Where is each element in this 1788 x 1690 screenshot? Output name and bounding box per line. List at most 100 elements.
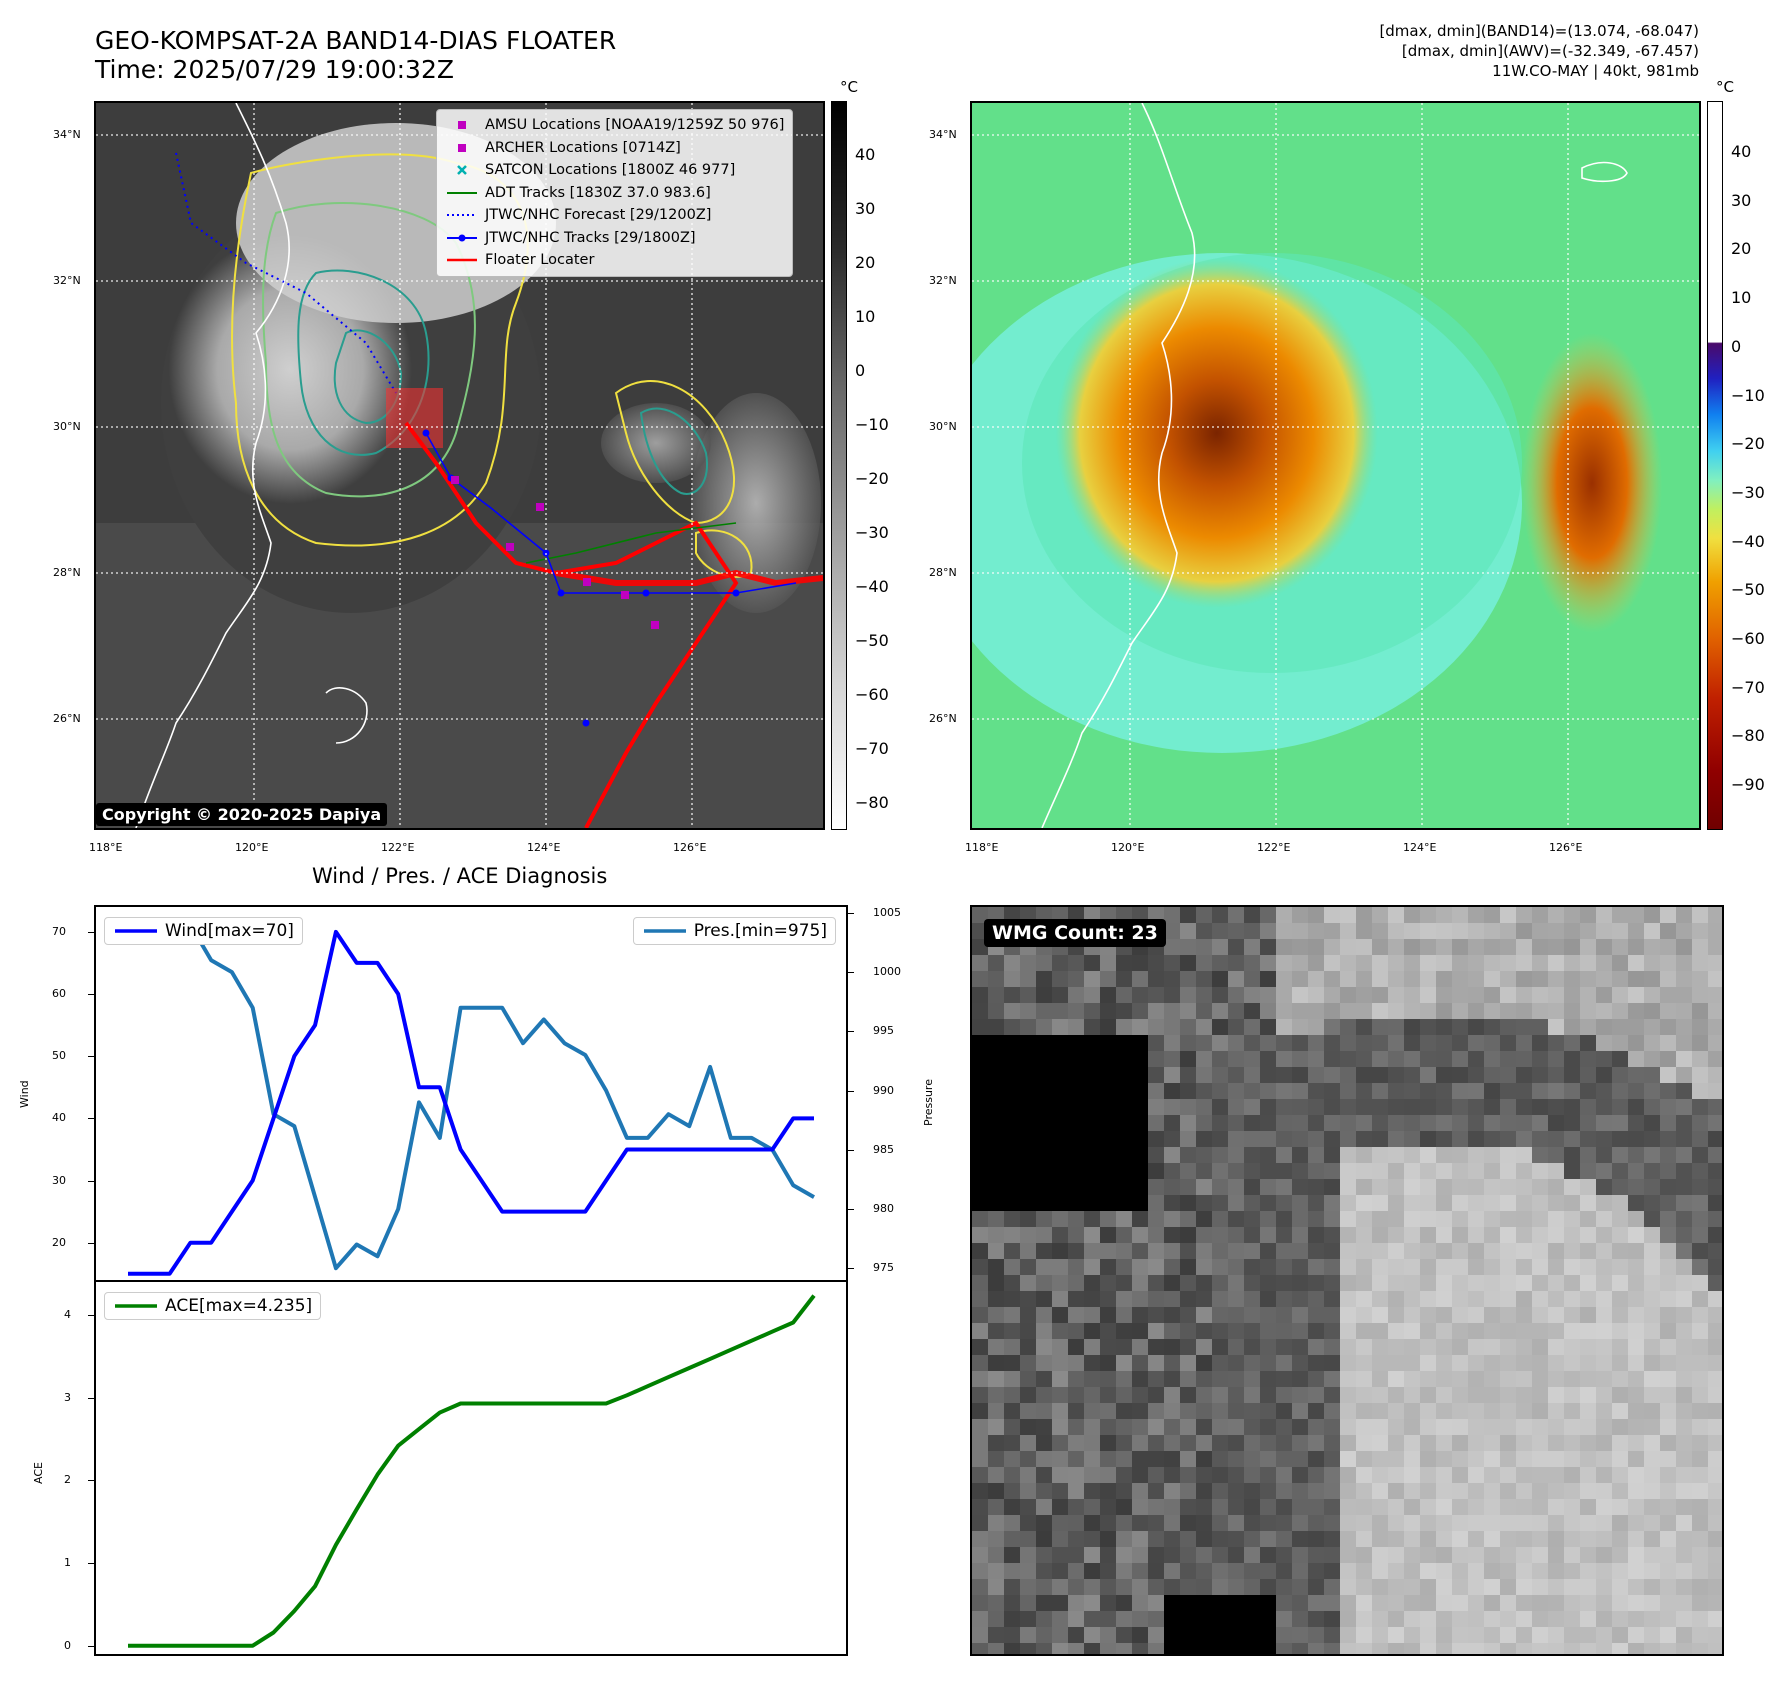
wmg-pixel xyxy=(1452,1115,1468,1131)
wmg-pixel xyxy=(1452,1515,1468,1531)
wmg-pixel xyxy=(1260,1531,1276,1547)
wmg-pixel xyxy=(1260,1595,1276,1611)
wmg-pixel xyxy=(1004,1531,1020,1547)
wmg-pixel xyxy=(1116,1547,1132,1563)
wmg-pixel xyxy=(1004,1515,1020,1531)
wmg-pixel xyxy=(1436,1595,1452,1611)
wmg-pixel xyxy=(1356,1387,1372,1403)
wmg-pixel xyxy=(1148,1019,1164,1035)
wmg-pixel xyxy=(988,1307,1004,1323)
wmg-pixel xyxy=(1084,1515,1100,1531)
wmg-pixel xyxy=(988,1243,1004,1259)
wmg-pixel xyxy=(1068,1227,1084,1243)
wmg-pixel xyxy=(1484,1419,1500,1435)
wmg-pixel xyxy=(972,1531,988,1547)
wmg-pixel xyxy=(1420,1179,1436,1195)
wmg-pixel xyxy=(1404,1419,1420,1435)
wmg-pixel xyxy=(1212,1531,1228,1547)
wmg-pixel xyxy=(1484,1307,1500,1323)
wmg-pixel xyxy=(1084,1611,1100,1627)
wmg-pixel xyxy=(1068,1403,1084,1419)
wmg-pixel xyxy=(1020,1003,1036,1019)
wmg-pixel xyxy=(1596,1195,1612,1211)
wmg-pixel xyxy=(1116,1019,1132,1035)
wmg-pixel xyxy=(1468,1627,1484,1643)
wmg-pixel xyxy=(1148,1595,1164,1611)
wmg-pixel xyxy=(1308,1291,1324,1307)
wmg-pixel xyxy=(1580,1211,1596,1227)
wmg-pixel xyxy=(1532,1515,1548,1531)
wmg-pixel xyxy=(1580,1083,1596,1099)
wmg-pixel xyxy=(1020,1499,1036,1515)
wmg-pixel xyxy=(1564,1243,1580,1259)
wmg-pixel xyxy=(1036,1323,1052,1339)
wmg-pixel xyxy=(1692,923,1708,939)
wmg-pixel xyxy=(1164,1115,1180,1131)
copyright-label: Copyright © 2020-2025 Dapiya xyxy=(96,803,388,826)
wmg-pixel xyxy=(1084,1323,1100,1339)
wmg-pixel xyxy=(1052,1451,1068,1467)
wmg-pixel xyxy=(1708,1611,1722,1627)
wmg-pixel xyxy=(1228,1579,1244,1595)
wmg-pixel xyxy=(972,1595,988,1611)
wmg-pixel xyxy=(1260,1099,1276,1115)
wmg-pixel xyxy=(1180,955,1196,971)
wmg-pixel xyxy=(1676,1515,1692,1531)
wmg-pixel xyxy=(1468,1467,1484,1483)
wmg-pixel xyxy=(1148,1419,1164,1435)
wmg-pixel xyxy=(1404,1467,1420,1483)
wmg-pixel xyxy=(1308,1179,1324,1195)
wmg-pixel xyxy=(1180,1611,1196,1627)
wmg-pixel xyxy=(1132,1435,1148,1451)
wmg-pixel xyxy=(1324,1307,1340,1323)
wmg-pixel xyxy=(1500,1387,1516,1403)
wmg-pixel xyxy=(1692,1643,1708,1654)
wmg-pixel xyxy=(1660,1067,1676,1083)
wmg-pixel xyxy=(1388,1067,1404,1083)
wmg-pixel xyxy=(972,1067,988,1083)
wmg-pixel xyxy=(1356,1003,1372,1019)
wmg-pixel xyxy=(1292,1291,1308,1307)
wmg-pixel xyxy=(1292,1403,1308,1419)
wmg-pixel xyxy=(1500,1131,1516,1147)
wmg-pixel xyxy=(1372,1067,1388,1083)
wmg-pixel xyxy=(1164,1499,1180,1515)
wmg-pixel xyxy=(1244,987,1260,1003)
wmg-pixel xyxy=(1100,1211,1116,1227)
wmg-pixel xyxy=(1308,1387,1324,1403)
wmg-pixel xyxy=(988,955,1004,971)
lat-tick: 34°N xyxy=(53,128,81,141)
wmg-pixel xyxy=(1612,1531,1628,1547)
wmg-pixel xyxy=(1228,1515,1244,1531)
wmg-pixel xyxy=(1276,1115,1292,1131)
wmg-pixel xyxy=(988,1355,1004,1371)
wmg-pixel xyxy=(1276,1003,1292,1019)
wmg-pixel xyxy=(1404,1627,1420,1643)
wmg-pixel xyxy=(1180,1259,1196,1275)
wmg-pixel xyxy=(1580,1307,1596,1323)
wmg-pixel xyxy=(1644,1227,1660,1243)
wmg-pixel xyxy=(1180,1451,1196,1467)
wmg-pixel xyxy=(1068,1419,1084,1435)
wmg-pixel xyxy=(1260,1371,1276,1387)
wmg-pixel xyxy=(1420,1595,1436,1611)
wmg-pixel xyxy=(1660,1019,1676,1035)
wmg-pixel xyxy=(988,1227,1004,1243)
wmg-pixel xyxy=(1708,971,1722,987)
wmg-pixel xyxy=(1676,1595,1692,1611)
wmg-pixel xyxy=(1548,1051,1564,1067)
wmg-pixel xyxy=(1564,955,1580,971)
wmg-pixel xyxy=(1340,1355,1356,1371)
wmg-pixel xyxy=(1660,1259,1676,1275)
wmg-pixel xyxy=(1196,1483,1212,1499)
wmg-pixel xyxy=(1164,1019,1180,1035)
wmg-pixel xyxy=(1372,1467,1388,1483)
wmg-pixel xyxy=(1340,1259,1356,1275)
wmg-pixel xyxy=(1228,1243,1244,1259)
wmg-panel: WMG Count: 23 xyxy=(970,905,1724,1656)
wmg-pixel xyxy=(1692,955,1708,971)
wmg-pixel xyxy=(1468,1035,1484,1051)
wmg-pixel xyxy=(1692,1611,1708,1627)
wmg-pixel xyxy=(1004,1547,1020,1563)
wmg-pixel xyxy=(1020,1115,1036,1131)
